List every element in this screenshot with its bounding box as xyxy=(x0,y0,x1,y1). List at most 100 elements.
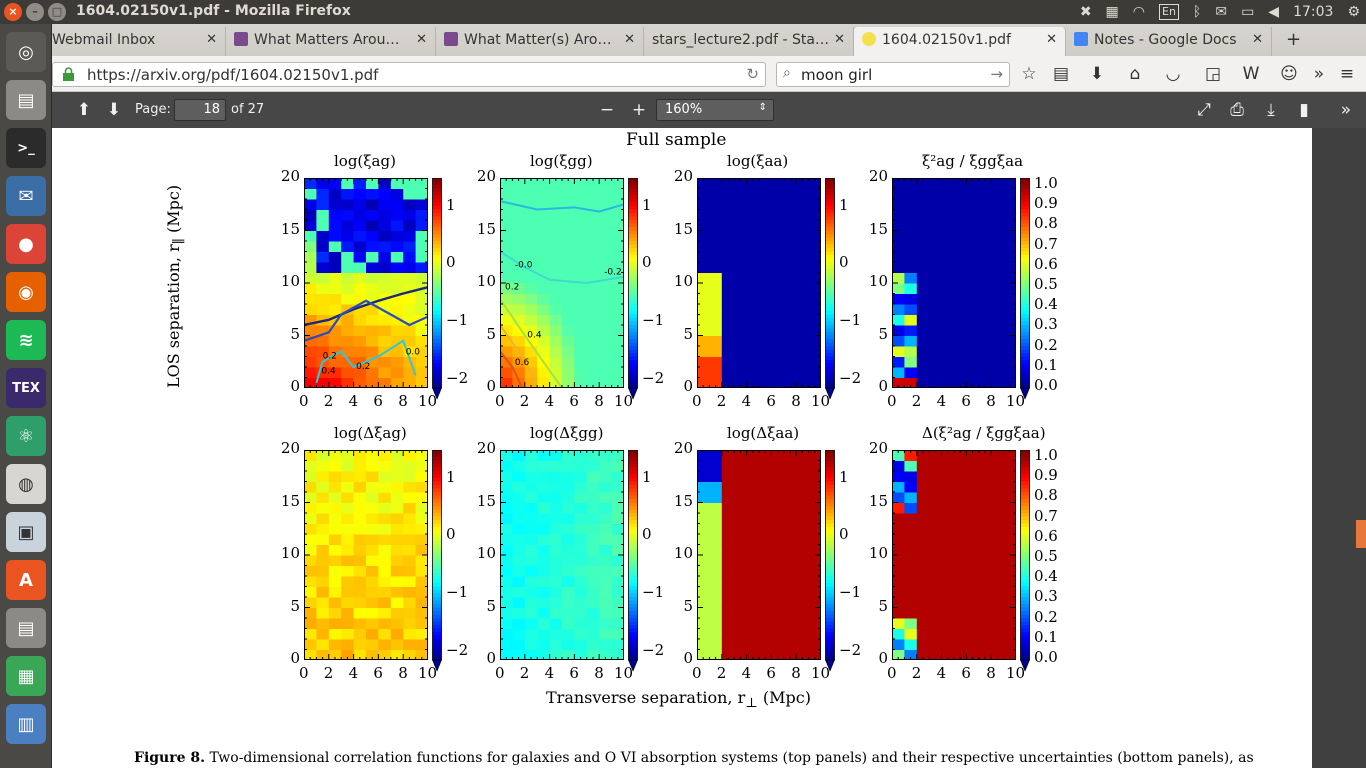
close-icon[interactable]: ✕ xyxy=(834,32,845,47)
heatmap-cell xyxy=(390,272,404,284)
mail-icon[interactable]: ✉ xyxy=(1215,4,1228,20)
window-close-button[interactable]: × xyxy=(4,3,22,21)
dropbox-icon[interactable]: ✖ xyxy=(1079,4,1092,20)
tab-what-matters-2[interactable]: What Matter(s) Aro… ✕ xyxy=(436,27,644,56)
colorbar-step xyxy=(825,516,835,521)
colorbar-step xyxy=(825,318,835,323)
tab-stars-lecture[interactable]: stars_lecture2.pdf - Sta… ✕ xyxy=(644,27,854,56)
spotify-icon[interactable]: ≋ xyxy=(6,320,46,360)
url-bar[interactable]: https://arxiv.org/pdf/1604.02150v1.pdf ↻ xyxy=(52,62,766,87)
scrollbar-thumb[interactable] xyxy=(1356,520,1366,548)
search-input[interactable]: moon girl xyxy=(801,66,873,84)
bookmark-star-icon[interactable]: ☆ xyxy=(1021,64,1037,84)
heatmap-cell xyxy=(759,178,772,189)
extension-fox-icon[interactable]: ☺ xyxy=(1280,64,1298,84)
heatmap-cell xyxy=(721,209,735,221)
page-number-input[interactable]: 18 xyxy=(174,99,226,121)
document-icon[interactable]: ▥ xyxy=(6,704,46,744)
window-maximize-button[interactable]: □ xyxy=(48,3,66,21)
hamburger-menu-icon[interactable]: ≡ xyxy=(1339,64,1355,84)
speaker-app-icon[interactable]: ◍ xyxy=(6,464,46,504)
heatmap-cell xyxy=(941,251,955,263)
close-icon[interactable]: ✕ xyxy=(206,32,217,47)
colorbar-step xyxy=(432,244,442,249)
close-icon[interactable]: ✕ xyxy=(624,32,635,47)
image-viewer-icon[interactable]: ▣ xyxy=(6,512,46,552)
notification-icon[interactable]: ◲ xyxy=(1204,64,1222,84)
terminal-icon[interactable]: >_ xyxy=(6,128,46,168)
zoom-select[interactable]: 160% ⇕ xyxy=(656,99,774,121)
zoom-in-button[interactable]: + xyxy=(631,100,647,120)
close-icon[interactable]: ✕ xyxy=(1252,32,1263,47)
close-icon[interactable]: ✕ xyxy=(416,32,427,47)
scrollbar[interactable] xyxy=(1348,128,1366,768)
firefox-icon[interactable]: ◉ xyxy=(6,272,46,312)
software-center-icon[interactable]: A xyxy=(6,560,46,600)
search-go-icon[interactable]: → xyxy=(990,65,1003,83)
heatmap-cell xyxy=(537,586,551,598)
zoom-out-button[interactable]: − xyxy=(599,100,615,120)
battery-icon[interactable]: ▭ xyxy=(1241,4,1255,20)
heatmap-cell xyxy=(512,502,526,514)
new-tab-button[interactable]: + xyxy=(1286,29,1302,50)
wifi-icon[interactable]: ◠ xyxy=(1132,4,1145,20)
keyboard-layout[interactable]: En xyxy=(1159,4,1179,20)
heatmap-cell xyxy=(537,534,551,545)
heatmap-cell xyxy=(991,492,1005,503)
volume-icon[interactable]: ◀ xyxy=(1268,4,1280,20)
tab-webmail[interactable]: Webmail Inbox ✕ xyxy=(44,27,226,56)
tab-what-matters-1[interactable]: What Matters Arou… ✕ xyxy=(226,27,436,56)
heatmap-cell xyxy=(771,649,785,660)
search-bar[interactable]: ⌕ moon girl → xyxy=(776,62,1010,87)
tab-current-pdf[interactable]: 1604.02150v1.pdf ✕ xyxy=(854,27,1066,56)
extension-w-icon[interactable]: W xyxy=(1242,64,1260,84)
keyboard-app-icon[interactable]: ▦ xyxy=(1105,4,1119,20)
heatmap-cell xyxy=(586,272,600,284)
spreadsheet-icon[interactable]: ▦ xyxy=(6,656,46,696)
archive-icon[interactable]: ▤ xyxy=(6,608,46,648)
thunderbird-icon[interactable]: ✉ xyxy=(6,176,46,216)
print-icon[interactable]: ⎙ xyxy=(1230,100,1244,120)
clock[interactable]: 17:03 xyxy=(1293,4,1334,20)
ubuntu-dash-icon[interactable]: ◎ xyxy=(6,32,46,72)
heatmap-cell xyxy=(304,534,317,545)
texmaker-icon[interactable]: TEX xyxy=(6,368,46,408)
heatmap-cell xyxy=(378,471,392,482)
chrome-icon[interactable]: ● xyxy=(6,224,46,264)
settings-gear-icon[interactable]: ⚙ xyxy=(1347,4,1360,20)
heatmap-cell xyxy=(390,523,404,535)
presentation-mode-icon[interactable]: ⤢ xyxy=(1197,100,1211,120)
heatmap-cell xyxy=(611,565,624,577)
home-icon[interactable]: ⌂ xyxy=(1129,64,1141,84)
more-tools-icon[interactable]: » xyxy=(1313,64,1325,84)
heatmap-cell xyxy=(929,251,943,263)
colorbar-step xyxy=(1020,202,1030,207)
bluetooth-icon[interactable]: ᛒ xyxy=(1192,4,1202,20)
files-icon[interactable]: ▤ xyxy=(6,80,46,120)
save-download-icon[interactable]: ⤓ xyxy=(1267,100,1275,120)
colorbar-step xyxy=(628,628,638,633)
tab-google-docs[interactable]: Notes - Google Docs ✕ xyxy=(1066,27,1272,56)
colorbar-step xyxy=(1020,272,1030,277)
heatmap-cell xyxy=(892,230,905,242)
next-page-icon[interactable]: ⬇ xyxy=(106,100,122,120)
reload-icon[interactable]: ↻ xyxy=(746,65,759,83)
download-icon[interactable]: ⬇ xyxy=(1089,64,1105,84)
y-tick-label: 0 xyxy=(878,377,888,395)
heatmap-cell xyxy=(403,251,417,263)
reading-list-icon[interactable]: ▤ xyxy=(1052,64,1070,84)
previous-page-icon[interactable]: ⬆ xyxy=(76,100,92,120)
window-minimize-button[interactable]: – xyxy=(26,3,44,21)
pdf-viewer[interactable]: Full sample LOS separation, r∥ (Mpc) Tra… xyxy=(52,128,1366,768)
heatmap-cell xyxy=(366,188,379,200)
tools-expand-icon[interactable]: » xyxy=(1340,100,1352,120)
heatmap-cell xyxy=(586,251,600,263)
atom-icon[interactable]: ⚛ xyxy=(6,416,46,456)
colorbar-step xyxy=(825,230,835,235)
pocket-icon[interactable]: ◡ xyxy=(1165,64,1181,84)
colorbar-step xyxy=(825,635,835,640)
heatmap-cell xyxy=(929,586,943,598)
colorbar-step xyxy=(825,544,835,549)
bookmark-icon[interactable]: ▮ xyxy=(1299,100,1309,120)
close-icon[interactable]: ✕ xyxy=(1046,32,1057,47)
